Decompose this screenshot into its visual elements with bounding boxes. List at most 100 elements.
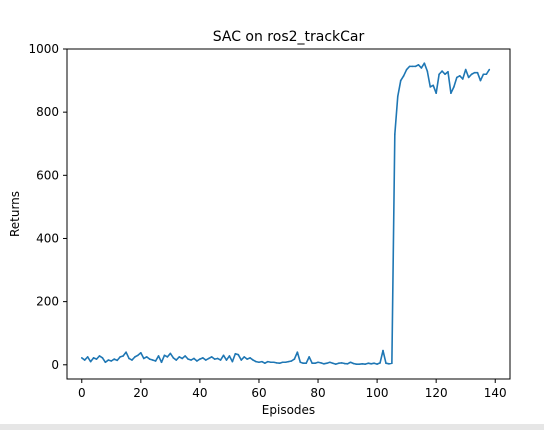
data-point [458,75,461,77]
bottom-strip [0,424,544,430]
data-point [80,357,83,359]
data-point [181,357,183,360]
x-tick-label: 60 [251,386,266,400]
data-point [267,360,269,363]
series-points [80,62,491,365]
y-tick-label: 600 [36,168,59,182]
data-point [216,357,219,360]
data-point [308,356,310,358]
axis-ticks: 0 20 40 60 80 100 120 140 0 200 400 600 800 1000 [28,42,506,400]
data-point [231,360,234,363]
data-point [199,358,201,360]
data-point [131,359,133,361]
data-point [488,68,491,71]
data-point [92,357,95,359]
data-point [411,65,414,68]
data-point [311,362,313,365]
data-point [98,355,101,357]
data-point [482,73,485,76]
data-point [219,359,222,361]
x-tick-label: 100 [366,386,389,400]
data-point [148,358,151,360]
data-point [414,65,417,68]
data-point [163,354,166,357]
data-point [461,78,464,80]
data-point [116,359,119,362]
data-point [444,73,446,76]
data-point [287,360,290,363]
data-point [352,362,355,365]
data-point [160,361,163,364]
data-point [187,358,189,360]
data-point [317,361,319,364]
data-point [441,70,443,72]
data-point [225,359,228,361]
data-point [210,356,213,358]
data-point [332,362,334,365]
data-point [358,363,361,365]
x-axis-label: Episodes [262,403,315,417]
data-point [432,84,435,87]
data-point [349,361,352,364]
data-point [113,358,116,360]
data-point [190,359,192,361]
data-point [125,351,127,353]
data-point [343,362,346,365]
data-point [453,86,455,88]
data-point [140,351,142,354]
data-point [228,355,231,357]
y-axis-label: Returns [8,191,22,237]
data-point [290,360,293,362]
data-point [178,356,181,358]
data-point [385,362,387,365]
data-point [284,361,287,364]
data-point [89,360,92,363]
data-point [134,356,136,358]
data-point [83,359,86,361]
data-point [329,361,331,364]
y-tick-label: 800 [36,105,59,119]
data-point [320,362,322,364]
data-point [151,359,154,361]
data-point [107,359,110,361]
data-point [479,79,482,82]
data-point [166,356,169,358]
data-point [261,360,263,363]
data-point [423,62,426,65]
data-point [305,362,308,365]
data-point [101,357,104,359]
data-point [281,361,284,364]
data-point [326,362,328,365]
data-point [157,355,160,357]
data-point [476,71,479,74]
data-point [184,355,186,357]
data-point [355,363,358,365]
data-point [323,363,325,365]
data-point [137,354,139,357]
data-point [464,68,467,71]
data-point [346,363,349,365]
y-tick-label: 0 [51,358,59,372]
data-point [367,362,370,365]
data-point [417,63,420,66]
data-point [340,362,343,364]
data-point [456,76,458,79]
data-point [213,358,216,360]
data-point [438,73,440,76]
data-point [193,357,195,360]
data-point [196,360,198,362]
data-point [142,357,145,360]
data-point [249,357,251,359]
data-point [222,354,225,357]
data-point [391,362,393,365]
data-point [128,357,130,360]
data-point [240,359,243,361]
data-point [299,361,302,364]
x-tick-label: 80 [310,386,325,400]
data-point [467,76,470,79]
data-point [373,362,375,365]
x-tick-label: 40 [192,386,207,400]
data-point [408,65,411,68]
x-tick-label: 140 [484,386,507,400]
data-point [470,73,473,76]
